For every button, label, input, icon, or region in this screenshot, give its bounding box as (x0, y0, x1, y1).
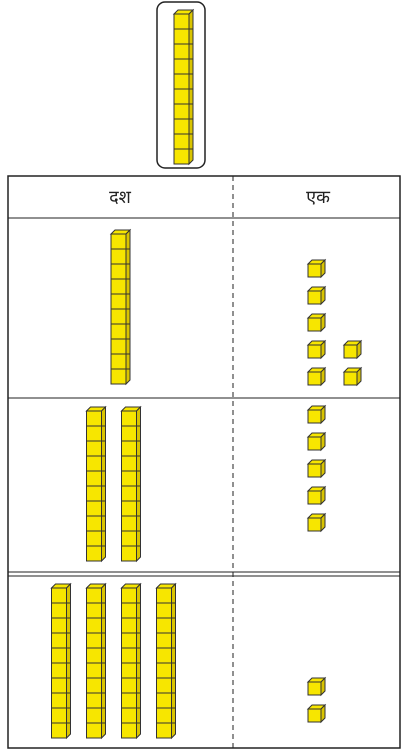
ten-rod (85, 405, 107, 563)
ten-rod (109, 228, 132, 386)
unit-cube (342, 366, 363, 387)
unit-cube (306, 258, 327, 279)
cube-front (307, 344, 322, 359)
unit-cube (306, 512, 327, 533)
cube-front (307, 681, 322, 696)
ten-rod (155, 582, 177, 740)
unit-cube (306, 431, 327, 452)
header-ones: एक (306, 187, 331, 208)
cube-front (307, 463, 322, 478)
unit-cube (342, 339, 363, 360)
table-border (7, 175, 401, 749)
ten-rod (85, 582, 107, 740)
header-tens: दश (109, 187, 132, 208)
unit-cube (306, 676, 327, 697)
unit-cube (306, 312, 327, 333)
unit-cube (306, 366, 327, 387)
unit-cube (306, 285, 327, 306)
ten-rod (120, 582, 142, 740)
cube-front (307, 490, 322, 505)
cube-front (307, 708, 322, 723)
cube-front (307, 409, 322, 424)
ten-rod (120, 405, 142, 563)
unit-cube (306, 703, 327, 724)
rod-side (101, 405, 106, 563)
rod-side (188, 8, 194, 166)
rod-side (66, 582, 71, 740)
cube-front (307, 371, 322, 386)
unit-cube (306, 404, 327, 425)
rod-side (136, 582, 141, 740)
cube-front (307, 317, 322, 332)
example-box (156, 1, 206, 169)
rod-side (101, 582, 106, 740)
cube-front (307, 517, 322, 532)
rod-side (136, 405, 141, 563)
unit-cube (306, 485, 327, 506)
table (7, 175, 401, 749)
cube-front (307, 436, 322, 451)
unit-cube (306, 339, 327, 360)
cube-front (343, 371, 358, 386)
unit-cube (306, 458, 327, 479)
rod-side (125, 228, 131, 386)
rod-side (171, 582, 176, 740)
ten-rod (50, 582, 72, 740)
cube-front (307, 263, 322, 278)
example-rod (172, 8, 195, 166)
cube-front (343, 344, 358, 359)
cube-front (307, 290, 322, 305)
